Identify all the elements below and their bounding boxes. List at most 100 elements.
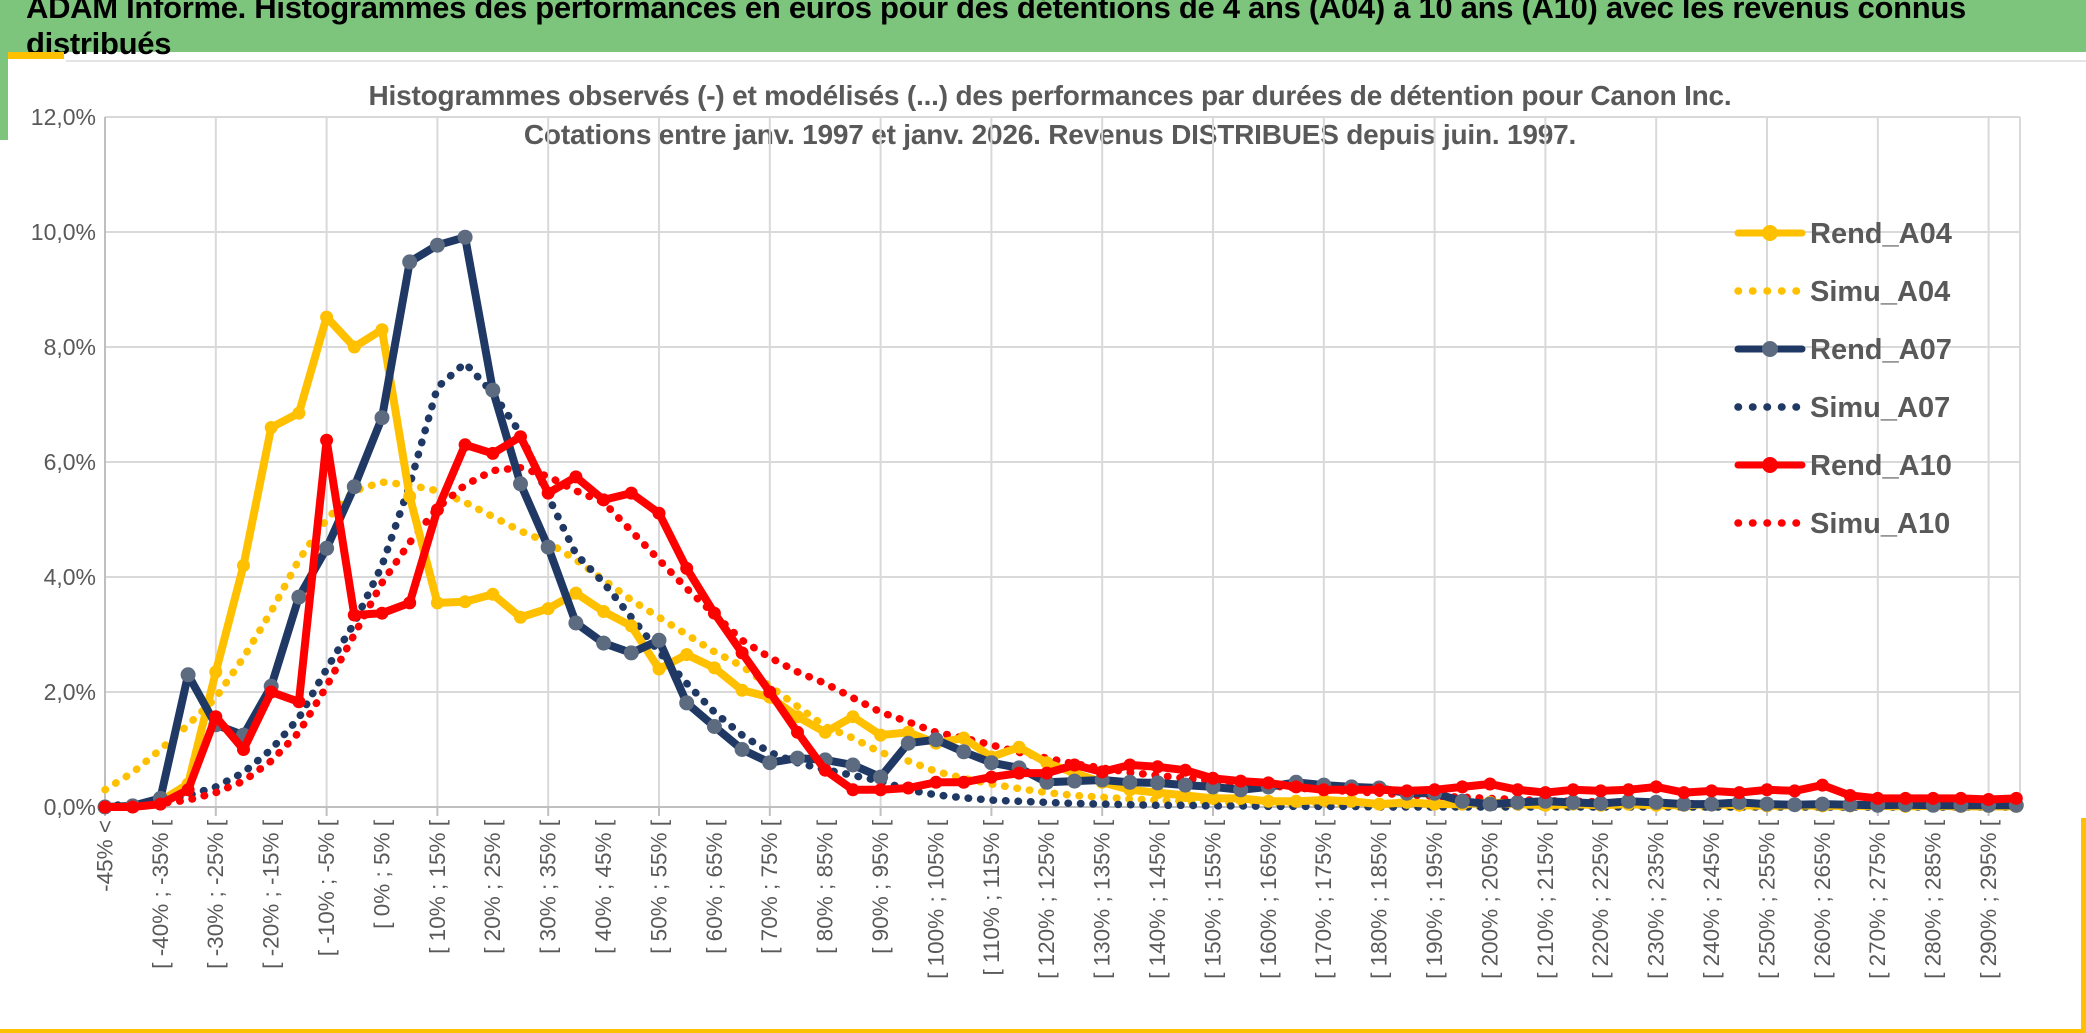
x-axis-tick-label: [ 220% ; 225% [ <box>1588 819 1613 979</box>
data-point-marker <box>402 254 418 270</box>
data-point-marker <box>1593 796 1609 811</box>
data-point-marker <box>763 685 777 699</box>
data-point-marker <box>374 410 390 426</box>
data-point-marker <box>597 605 611 618</box>
data-point-marker <box>1178 789 1192 802</box>
data-point-marker <box>791 725 804 739</box>
legend-item-Simu_A04[interactable]: Simu_A04 <box>1734 276 1950 308</box>
chart-title-line-2: Cotations entre janv. 1997 et janv. 2026… <box>523 119 1577 150</box>
data-point-marker <box>624 619 638 633</box>
data-point-marker <box>1454 793 1470 809</box>
series-line-Simu_A04 <box>101 478 2021 811</box>
data-point-marker <box>209 710 223 724</box>
x-axis-tick-label: [ 150% ; 155% [ <box>1200 819 1225 979</box>
data-point-marker <box>237 743 250 756</box>
data-point-marker <box>1150 775 1166 791</box>
data-point-marker <box>1289 794 1303 808</box>
data-point-marker <box>1261 794 1275 808</box>
x-axis-tick-label: [ 230% ; 235% [ <box>1644 819 1669 979</box>
x-axis-tick-label: [ 110% ; 115% [ <box>979 819 1004 975</box>
data-point-marker <box>1704 796 1720 812</box>
series-Simu_A10 <box>101 463 2021 811</box>
data-point-marker <box>1234 774 1248 788</box>
series-line-Rend_A04 <box>101 313 2021 811</box>
data-point-marker <box>429 237 445 253</box>
x-axis-tick-label: [ 40% ; 45% [ <box>591 819 616 954</box>
data-point-marker <box>680 648 694 662</box>
data-point-marker <box>1705 784 1719 798</box>
data-point-marker <box>1317 783 1331 797</box>
x-axis-tick-label: [ 240% ; 245% [ <box>1699 819 1724 979</box>
axes <box>104 117 2020 816</box>
chart-title-line-1: Histogrammes observés (-) et modélisés (… <box>368 80 1732 111</box>
legend-swatch-marker <box>1762 457 1778 473</box>
x-axis-tick-label: [ -10% ; -5% [ <box>314 819 339 956</box>
data-point-marker <box>430 596 444 610</box>
legend-item-Rend_A07[interactable]: Rend_A07 <box>1734 334 1952 366</box>
data-point-marker <box>458 438 472 452</box>
data-point-marker <box>1676 796 1692 812</box>
data-point-marker <box>430 503 444 517</box>
data-point-marker <box>735 683 749 697</box>
data-point-marker <box>180 667 196 683</box>
window-title-bar: ADAM Informe. Histogrammes des performan… <box>0 0 2086 61</box>
data-point-marker <box>2009 791 2023 805</box>
legend-item-Simu_A10[interactable]: Simu_A10 <box>1734 508 1950 540</box>
x-axis-tick-label: [ 80% ; 85% [ <box>813 819 838 954</box>
legend-item-label: Rend_A04 <box>1810 218 1952 250</box>
x-axis-tick-label: [ 290% ; 295% [ <box>1976 819 2001 979</box>
x-axis-tick-label: [ 50% ; 55% [ <box>646 819 671 954</box>
gridlines <box>104 116 2021 807</box>
data-point-marker <box>1483 777 1497 791</box>
x-axis-tick-label: [ 200% ; 205% [ <box>1477 819 1502 979</box>
legend-item-Simu_A07[interactable]: Simu_A07 <box>1734 392 1950 424</box>
x-axis-tick-label: [ 10% ; 15% [ <box>425 819 450 954</box>
y-axis-tick-label: 6,0% <box>44 449 96 475</box>
y-axis-tick-label: 10,0% <box>31 219 96 245</box>
data-point-marker <box>1511 783 1525 797</box>
x-axis-tick-label: [ 280% ; 285% [ <box>1921 819 1946 979</box>
legend-item-Rend_A04[interactable]: Rend_A04 <box>1734 218 1952 250</box>
data-point-marker <box>652 662 666 676</box>
data-point-marker <box>1566 783 1580 797</box>
data-point-marker <box>597 493 611 507</box>
data-point-marker <box>486 446 500 460</box>
legend-swatch-marker <box>1762 225 1778 241</box>
series-line-Simu_A07 <box>101 359 2021 811</box>
y-axis-tick-label: 0,0% <box>44 794 96 820</box>
data-point-marker <box>1677 786 1691 800</box>
data-point-marker <box>983 755 999 771</box>
x-axis-tick-label: [ 250% ; 255% [ <box>1754 819 1779 979</box>
data-point-marker <box>237 559 250 572</box>
data-point-marker <box>569 470 583 484</box>
data-point-marker <box>791 710 804 724</box>
data-point-marker <box>291 589 307 605</box>
x-axis-tick-label: [ 30% ; 35% [ <box>536 819 561 954</box>
data-point-marker <box>209 665 223 679</box>
y-axis-tick-label: 8,0% <box>44 334 96 360</box>
data-point-marker <box>1649 780 1663 794</box>
data-point-marker <box>98 800 112 814</box>
data-point-marker <box>541 602 555 616</box>
data-point-marker <box>1759 796 1775 812</box>
data-point-marker <box>929 775 943 789</box>
x-axis-tick-label: [ 130% ; 135% [ <box>1090 819 1115 979</box>
y-axis-tick-label: 2,0% <box>44 679 96 705</box>
x-axis-tick-label: [ 60% ; 65% [ <box>702 819 727 954</box>
data-point-marker <box>1123 758 1137 772</box>
data-point-marker <box>651 632 667 648</box>
x-axis-tick-label: [ 70% ; 75% [ <box>757 819 782 954</box>
data-point-marker <box>957 731 971 745</box>
page-title: ADAM Informe. Histogrammes des performan… <box>26 0 1966 61</box>
y-axis-tick-label: 12,0% <box>31 104 96 130</box>
data-point-marker <box>1538 786 1552 800</box>
x-axis-tick-label: [ 260% ; 265% [ <box>1810 819 1835 979</box>
data-point-marker <box>1068 758 1081 772</box>
x-axis-tick-label: [ 270% ; 275% [ <box>1865 819 1890 979</box>
data-point-marker <box>1732 786 1746 800</box>
data-point-marker <box>707 661 721 675</box>
data-point-marker <box>1206 771 1220 785</box>
legend-item-Rend_A10[interactable]: Rend_A10 <box>1734 450 1952 482</box>
series-Rend_A10 <box>98 430 2023 814</box>
x-axis-tick-label: [ 180% ; 185% [ <box>1367 819 1392 979</box>
